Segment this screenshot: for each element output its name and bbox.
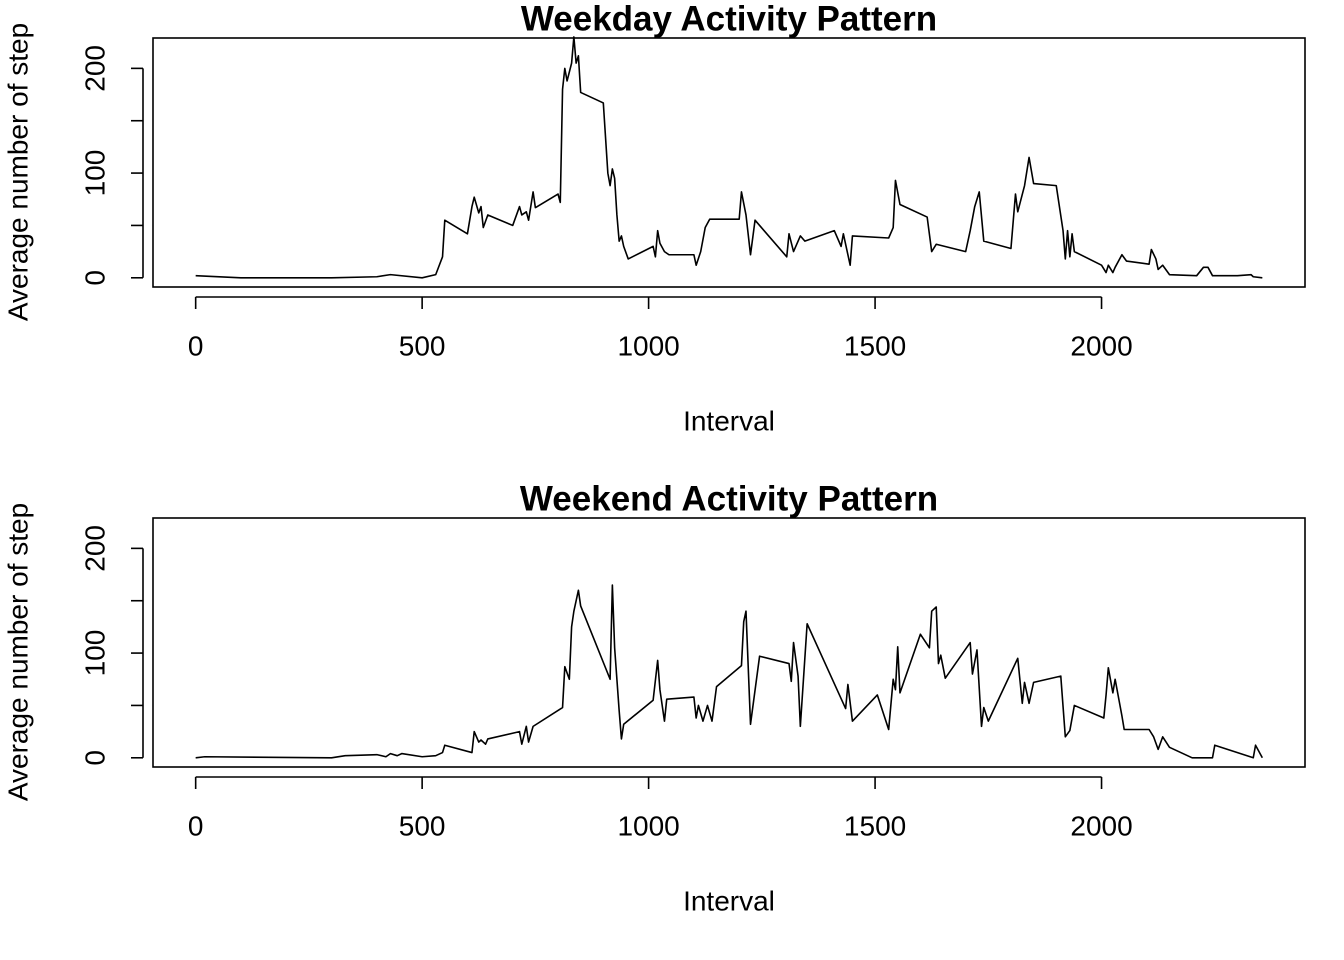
chart-title: Weekday Activity Pattern (521, 0, 937, 38)
plot-frame (152, 37, 1306, 288)
x-tick-label: 1000 (617, 810, 679, 841)
x-tick-label: 2000 (1070, 810, 1132, 841)
x-tick-label: 0 (188, 330, 204, 361)
y-axis-label: Average number of step (2, 503, 33, 801)
data-line (195, 36, 1263, 279)
x-axis-label: Interval (683, 885, 775, 916)
x-tick-label: 500 (399, 330, 446, 361)
chart-title: Weekend Activity Pattern (520, 479, 938, 518)
x-tick-label: 1500 (844, 330, 906, 361)
y-axis-label: Average number of step (2, 23, 33, 321)
x-tick-label: 2000 (1070, 330, 1132, 361)
data-line (195, 584, 1264, 759)
x-tick-label: 0 (188, 810, 204, 841)
y-tick-label: 100 (79, 150, 110, 197)
x-tick-label: 1000 (617, 330, 679, 361)
y-tick-label: 0 (79, 270, 110, 286)
plot-frame (152, 517, 1306, 768)
y-tick-label: 100 (79, 630, 110, 677)
y-tick-label: 200 (79, 525, 110, 572)
y-tick-label: 0 (79, 750, 110, 766)
x-axis-label: Interval (683, 405, 775, 436)
x-tick-label: 1500 (844, 810, 906, 841)
x-tick-label: 500 (399, 810, 446, 841)
y-tick-label: 200 (79, 45, 110, 92)
